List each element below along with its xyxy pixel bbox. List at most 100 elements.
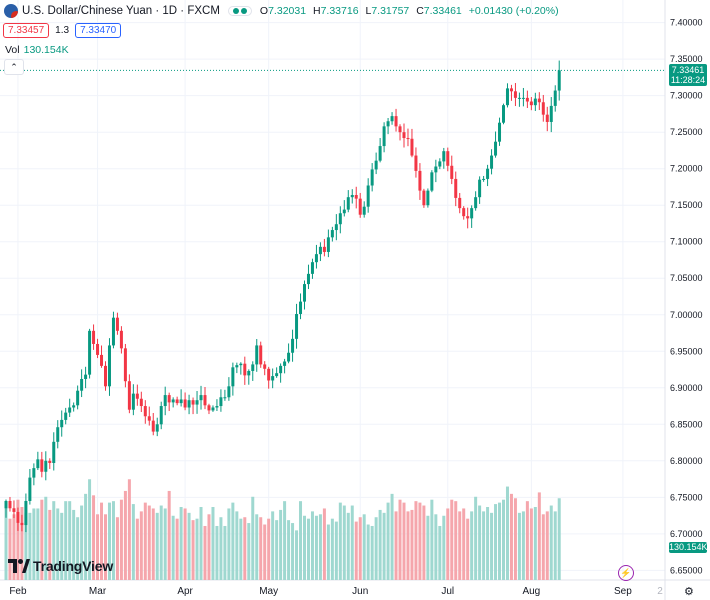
y-tick-label: 7.20000 <box>670 164 703 174</box>
volume-bar <box>4 507 8 580</box>
candle-body <box>119 330 123 349</box>
tradingview-wordmark: TradingView <box>33 558 114 574</box>
candle-body <box>537 98 541 103</box>
candle-body <box>525 97 529 102</box>
candle-body <box>303 284 306 302</box>
volume-bar <box>211 507 215 580</box>
volume-bar <box>207 514 211 580</box>
volume-bar <box>92 495 96 580</box>
candle-body <box>470 208 474 219</box>
volume-bar <box>494 504 498 580</box>
candle-body <box>115 317 119 331</box>
volume-bar <box>52 501 56 580</box>
candle-body <box>299 301 303 315</box>
candle-body <box>16 511 20 523</box>
candle-body <box>215 406 219 408</box>
collapse-legend-button[interactable]: ⌃ <box>4 59 24 75</box>
candle-body <box>247 370 251 376</box>
volume-bar <box>263 524 267 580</box>
candle-body <box>195 400 199 405</box>
volume-bar <box>255 514 259 580</box>
candle-body <box>107 345 111 387</box>
candle-body <box>287 352 291 362</box>
candle-body <box>60 419 64 428</box>
candle-body <box>36 459 40 469</box>
volume-bar <box>227 508 231 580</box>
volume-bar <box>410 509 414 580</box>
candle-body <box>279 365 283 374</box>
y-tick-label: 6.85000 <box>670 419 703 429</box>
volume-bar <box>426 515 430 580</box>
volume-bar <box>80 505 84 580</box>
volume-bar <box>24 512 28 580</box>
candle-body <box>490 155 494 169</box>
candle-body <box>322 246 326 252</box>
candle-body <box>509 88 513 92</box>
x-tick-label: Sep <box>614 586 632 597</box>
volume-bar <box>541 514 545 580</box>
volume-bar <box>553 511 557 580</box>
volume-bar <box>295 530 299 580</box>
candle-body <box>68 407 72 413</box>
x-tick-label: May <box>259 586 278 597</box>
tradingview-logo[interactable]: TradingView <box>8 558 113 574</box>
candle-body <box>255 345 259 365</box>
candle-body <box>187 400 191 408</box>
volume-bar <box>537 492 541 580</box>
candle-body <box>231 367 235 387</box>
candle-body <box>147 416 151 421</box>
candle-body <box>259 345 263 365</box>
symbol-title[interactable]: U.S. Dollar/Chinese Yuan · 1D · FXCM <box>22 5 220 17</box>
candle-body <box>422 190 426 206</box>
bid-ask: 7.33457 1.3 7.33470 <box>3 23 122 38</box>
status-dot-icon <box>240 8 247 14</box>
candle-body <box>175 399 179 404</box>
volume-bar <box>279 509 283 580</box>
volume-bar <box>502 499 505 580</box>
volume-bar <box>505 486 509 580</box>
candle-body <box>88 330 92 375</box>
volume-bar <box>104 514 107 580</box>
market-status-dots[interactable] <box>227 6 252 16</box>
volume-bar <box>434 514 438 580</box>
candle-body <box>207 405 211 411</box>
x-tick-label: Jun <box>352 586 368 597</box>
candle-body <box>426 190 430 206</box>
candle-body <box>513 91 517 98</box>
sell-button[interactable]: 7.33457 <box>3 23 50 38</box>
volume-bar <box>163 508 167 580</box>
volume-bar <box>330 518 334 580</box>
volume-bar <box>406 511 410 580</box>
candle-body <box>362 206 366 215</box>
volume-bar <box>517 512 521 580</box>
volume-bar <box>390 493 394 580</box>
volume-bar <box>498 502 502 580</box>
candle-body <box>104 365 107 387</box>
volume-bar <box>275 520 279 580</box>
volume-bar <box>215 525 219 580</box>
volume-bar <box>374 517 378 580</box>
candle-body <box>498 122 502 142</box>
x-tick-label: Apr <box>177 586 193 597</box>
lightning-icon[interactable]: ⚡ <box>618 565 634 581</box>
candle-body <box>306 273 310 285</box>
candle-body <box>517 97 521 99</box>
volume-bar <box>394 511 398 580</box>
volume-bar <box>96 514 100 580</box>
volume-bar <box>386 502 390 580</box>
candle-body <box>139 398 143 407</box>
candle-body <box>219 397 223 407</box>
candle-body <box>32 468 36 478</box>
candle-body <box>346 197 350 210</box>
y-tick-label: 6.70000 <box>670 529 703 539</box>
volume-bar <box>115 517 119 580</box>
volume-bar <box>32 508 36 580</box>
gear-icon[interactable]: ⚙ <box>684 586 694 598</box>
candle-body <box>557 70 561 91</box>
candle-body <box>179 399 183 404</box>
candle-body <box>378 146 382 161</box>
volume-bar <box>243 517 247 580</box>
buy-button[interactable]: 7.33470 <box>75 23 122 38</box>
